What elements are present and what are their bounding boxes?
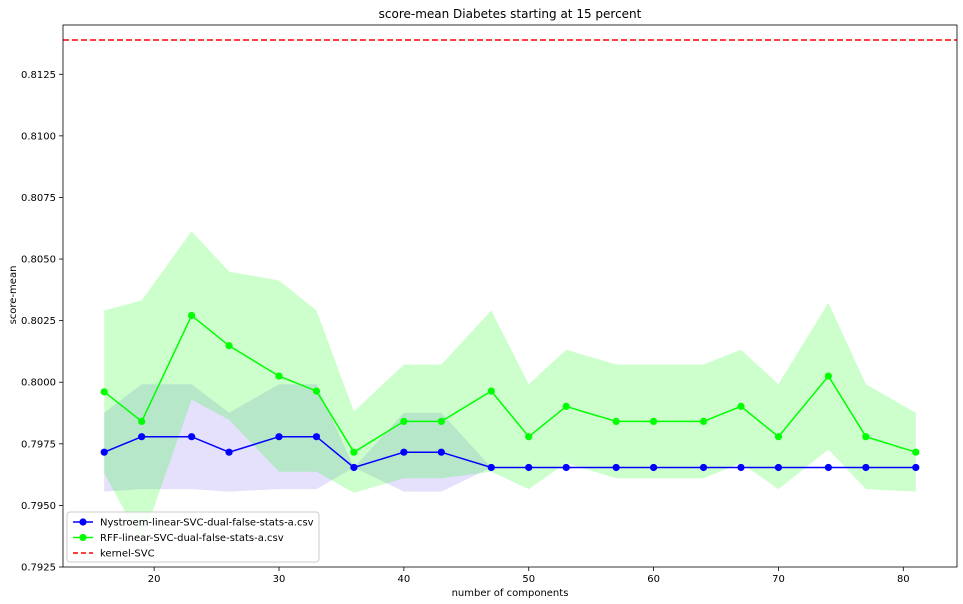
series-2-point — [350, 448, 358, 456]
series-2-point — [699, 417, 708, 425]
series-2-point — [400, 417, 408, 425]
legend-swatch-marker — [79, 533, 87, 542]
series-2-point — [437, 417, 445, 425]
legend-box — [66, 511, 320, 563]
series-1-point — [437, 448, 445, 456]
series-1-point — [350, 463, 358, 472]
axes — [62, 24, 958, 568]
y-tick-label: 0.8125 — [21, 70, 56, 81]
series-1 — [100, 433, 920, 472]
series-2-line — [103, 314, 917, 454]
series-2-point — [862, 433, 870, 441]
series-1-band — [104, 384, 916, 492]
series-2-point — [649, 417, 658, 425]
legend-label: kernel-SVC — [100, 549, 155, 560]
plot-frame — [62, 24, 958, 568]
series-1-point — [312, 433, 321, 441]
series-2-point — [525, 433, 533, 441]
chart-title: score-mean Diabetes starting at 15 perce… — [379, 7, 642, 21]
series-1-point — [699, 463, 708, 472]
series-1-point — [525, 463, 533, 472]
x-tick-label: 30 — [273, 574, 286, 585]
x-tick-label: 70 — [772, 574, 785, 585]
y-tick-label: 0.8025 — [21, 316, 56, 327]
legend-label: RFF-linear-SVC-dual-false-stats-a.csv — [100, 533, 284, 544]
series-2-point — [912, 448, 920, 456]
y-tick-label: 0.8100 — [21, 131, 56, 142]
series-1-point — [138, 433, 146, 441]
y-axis-ticks: 0.7925 0.7950 0.7975 0.8000 0.8025 0.8050 0.80… — [21, 70, 63, 574]
series-1-point — [275, 433, 283, 441]
series-1-point — [225, 448, 233, 456]
series-2-point — [562, 402, 570, 410]
series-1-point — [612, 463, 620, 472]
series-2-point — [612, 417, 620, 425]
x-tick-label: 50 — [522, 574, 535, 585]
x-tick-label: 20 — [148, 574, 161, 585]
series-lines — [100, 311, 920, 472]
series-2-point — [737, 402, 745, 410]
series-1-point — [862, 463, 870, 472]
y-tick-label: 0.8000 — [21, 378, 56, 389]
series-2-point — [275, 372, 283, 380]
series-2-point — [312, 387, 321, 395]
series-1-point — [737, 463, 745, 472]
series-1-point — [188, 433, 196, 441]
series-2-point — [188, 311, 196, 320]
series-1-point — [649, 463, 658, 472]
series-2-point — [100, 388, 108, 396]
series-2-point — [487, 387, 495, 395]
y-tick-label: 0.7925 — [21, 563, 56, 574]
confidence-bands — [104, 231, 916, 543]
x-tick-label: 80 — [897, 574, 910, 585]
y-tick-label: 0.7975 — [21, 439, 56, 450]
series-1-point — [774, 463, 783, 472]
y-axis-label: score-mean — [8, 266, 19, 325]
y-tick-label: 0.8075 — [21, 193, 56, 204]
y-tick-label: 0.8050 — [21, 255, 56, 266]
x-tick-label: 40 — [398, 574, 411, 585]
series-2-point — [138, 417, 146, 425]
series-2-band — [104, 231, 916, 543]
series-1-point — [912, 463, 920, 472]
legend-label: Nystroem-linear-SVC-dual-false-stats-a.c… — [100, 518, 314, 529]
series-1-point — [100, 448, 108, 456]
series-1-point — [487, 463, 495, 472]
y-tick-label: 0.7950 — [21, 501, 56, 512]
series-1-point — [824, 463, 832, 472]
series-1-point — [400, 448, 408, 456]
series-2-point — [824, 372, 832, 380]
series-1-line — [103, 435, 916, 469]
legend-swatch-marker — [79, 518, 87, 526]
x-tick-label: 60 — [647, 574, 660, 585]
x-axis-label: number of components — [452, 588, 569, 599]
x-axis-ticks: 20 30 40 50 60 70 80 — [148, 567, 910, 585]
series-2 — [100, 311, 920, 456]
series-2-point — [225, 342, 233, 350]
legend: Nystroem-linear-SVC-dual-false-stats-a.c… — [66, 511, 320, 563]
series-1-point — [562, 463, 570, 472]
series-2-point — [774, 433, 783, 441]
